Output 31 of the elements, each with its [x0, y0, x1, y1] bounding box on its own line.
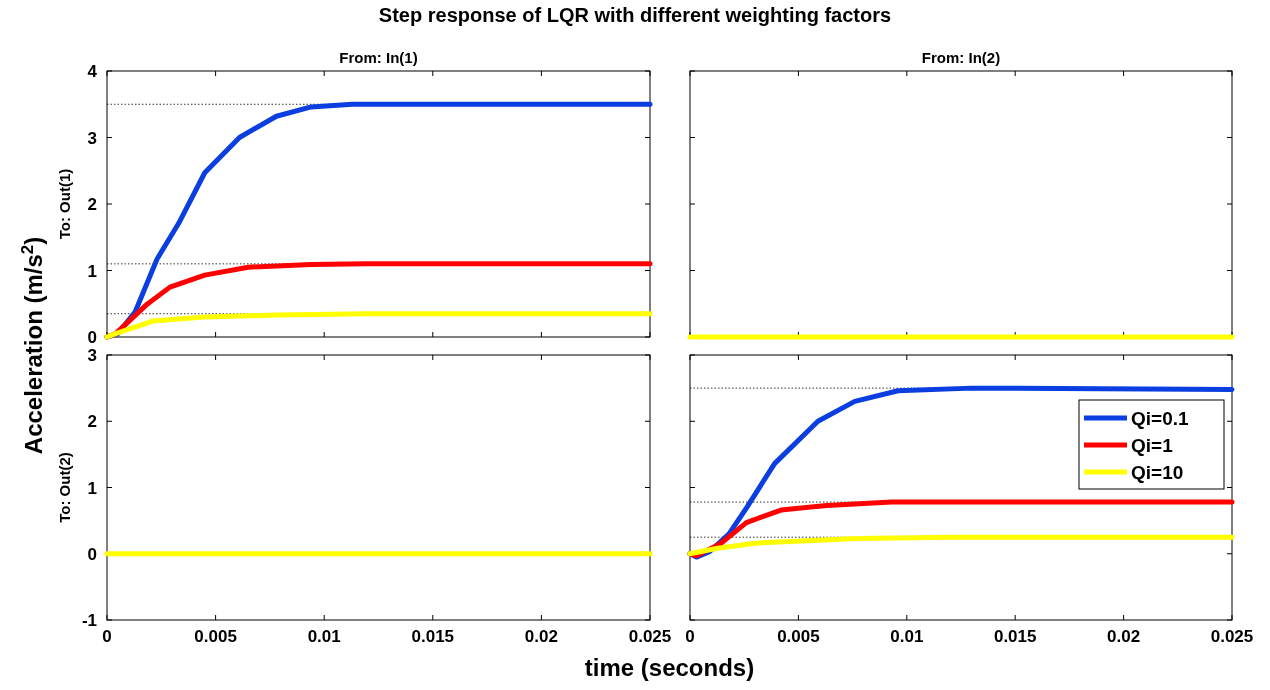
- chart-subtitle: From: In(1): [339, 49, 418, 66]
- legend-label: Qi=10: [1131, 462, 1184, 483]
- y-axis-title: To: Out(2): [56, 452, 73, 523]
- y-tick-label: 4: [87, 62, 98, 81]
- x-tick-label: 0.01: [307, 627, 341, 646]
- x-tick-label: 0.025: [1210, 627, 1254, 646]
- x-tick-label: 0.015: [993, 627, 1037, 646]
- y-tick-label: 1: [87, 478, 97, 498]
- y-tick-label: 3: [87, 128, 97, 148]
- y-tick-label: 1: [87, 261, 97, 281]
- legend-label: Qi=1: [1131, 435, 1174, 456]
- x-tick-label: 0.015: [411, 627, 455, 646]
- x-tick-label: 0.02: [1107, 627, 1141, 646]
- chart-title: Step response of LQR with different weighting factors: [378, 4, 892, 26]
- x-axis-title: time (seconds): [584, 654, 755, 681]
- y-tick-label: -1: [81, 611, 97, 630]
- y-tick-label: 0: [87, 328, 97, 347]
- y-tick-label: 2: [87, 412, 97, 432]
- x-tick-label: 0.02: [524, 627, 558, 646]
- x-tick-label: 0: [685, 627, 695, 646]
- x-tick-label: 0.01: [890, 627, 924, 646]
- chart-subtitle: From: In(2): [921, 49, 1001, 66]
- x-tick-label: 0.005: [777, 627, 820, 646]
- x-tick-label: 0.025: [628, 627, 672, 646]
- y-tick-label: 0: [87, 544, 97, 564]
- x-tick-label: 0.005: [194, 627, 237, 646]
- y-axis-title: To: Out(1): [56, 168, 73, 240]
- x-tick-label: 0: [102, 627, 112, 646]
- legend-label: Qi=0.1: [1131, 408, 1189, 429]
- y-tick-label: 2: [87, 195, 97, 214]
- y-tick-label: 3: [87, 346, 97, 365]
